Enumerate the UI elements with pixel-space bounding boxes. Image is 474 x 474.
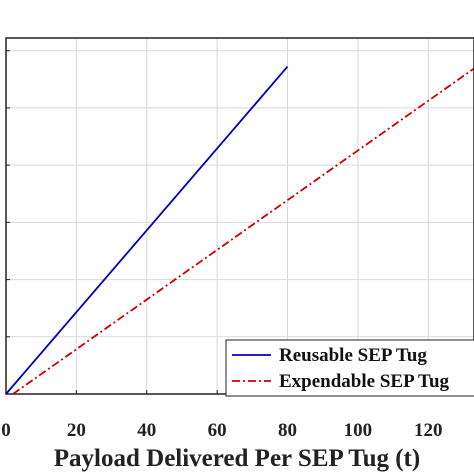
x-axis-label: Payload Delivered Per SEP Tug (t) (54, 445, 420, 472)
series-layer (5, 66, 474, 395)
x-tick-label: 80 (278, 420, 297, 441)
x-tick-label: 60 (208, 420, 227, 441)
x-tick-label: 20 (67, 420, 86, 441)
series-line-1 (12, 67, 474, 395)
x-tick-label: 40 (137, 420, 156, 441)
legend-label-expendable: Expendable SEP Tug (279, 371, 450, 392)
legend-label-reusable: Reusable SEP Tug (279, 345, 427, 366)
x-tick-label: 120 (414, 420, 443, 441)
x-axis-ticks: 0 20 40 60 80 100 120 (1, 390, 443, 441)
legend-box (225, 339, 474, 397)
y-axis-ticks (6, 50, 10, 395)
series-line-0 (5, 66, 289, 395)
legend: Reusable SEP Tug Expendable SEP Tug (225, 339, 474, 397)
x-tick-label: 100 (344, 420, 373, 441)
x-tick-label: 0 (1, 420, 11, 441)
grid-lines (5, 38, 474, 395)
